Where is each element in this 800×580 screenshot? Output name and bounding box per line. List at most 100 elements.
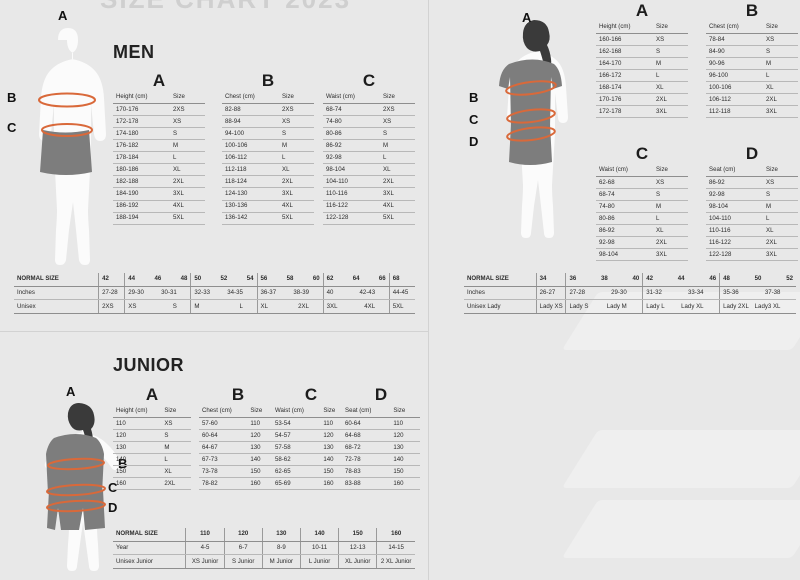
table-row: 172-178 XS	[113, 115, 205, 129]
table-row: 150 XL	[113, 465, 191, 479]
normal-size-value: 60	[312, 275, 320, 283]
vertical-divider	[428, 0, 429, 580]
cropped-page-title: SIZE CHART 2023	[100, 0, 351, 15]
table-cell: 5XL	[170, 212, 205, 225]
table-cell: 54-57	[272, 429, 321, 443]
normal-size-value: M	[194, 302, 200, 310]
col-header: Waist (cm)	[272, 405, 321, 418]
table-row: 68-72 130	[342, 441, 420, 455]
col-header: Size	[390, 405, 420, 418]
table-row: 122-128 5XL	[323, 212, 415, 225]
table-cell: 112-118	[222, 163, 280, 177]
table-row: 57-58 130	[272, 441, 350, 455]
table-row: 98-104 XL	[323, 163, 415, 177]
table-cell: 122-128	[706, 248, 764, 262]
normal-size-cell: XS S	[124, 299, 192, 315]
table-cell: XS	[161, 417, 191, 431]
female-figure: A B C D	[469, 10, 582, 272]
table-cell: XL	[161, 465, 191, 479]
normal-size-value: 46	[709, 275, 717, 283]
normal-size-row: NORMAL SIZE 42 44 46 48 50 52 54 56 58 60 62 64 66 68	[14, 273, 415, 287]
normal-size-row-label: NORMAL SIZE	[113, 528, 187, 542]
normal-size-value: L	[239, 302, 243, 310]
normal-size-cell: 32-33 34-35	[190, 286, 258, 301]
normal-size-cell: L Junior	[300, 554, 340, 570]
normal-size-cell: 36-37 38-39	[257, 286, 324, 301]
junior-table-a-grid: Height (cm) Size 110 XS 120 S 130 M 140 L 150 XL 1…	[113, 405, 191, 491]
normal-size-value: 58	[286, 275, 294, 283]
table-cell: 3XL	[170, 187, 205, 201]
normal-size-value: 33-34	[687, 288, 704, 296]
table-cell: 164-170	[596, 57, 654, 71]
table-cell: M	[653, 57, 688, 71]
normal-size-cell: 150	[338, 528, 378, 542]
normal-size-value: 44	[677, 275, 685, 283]
table-cell: 67-73	[199, 453, 248, 467]
table-cell: 60-64	[199, 429, 248, 443]
figure-label-d: D	[469, 134, 479, 149]
normal-size-cell: 40 42-43	[323, 286, 390, 301]
men-table-b-grid: Chest (cm) Size 82-88 2XS 88-94 XS 94-100 S 10…	[222, 91, 314, 225]
table-row: 110-116 3XL	[323, 187, 415, 201]
table-row: 140 L	[113, 453, 191, 467]
table-cell: 136-142	[222, 212, 280, 225]
table-cell: 150	[247, 465, 277, 479]
normal-size-cell: 42 44 46	[642, 273, 721, 287]
table-cell: 3XL	[763, 248, 798, 262]
table-cell: 188-194	[113, 212, 171, 225]
table-cell: 3XL	[380, 187, 415, 201]
table-cell: 104-110	[706, 212, 764, 226]
table-row: 65-69 160	[272, 477, 350, 491]
table-cell: S	[161, 429, 191, 443]
table-cell: XS	[279, 115, 314, 129]
normal-size-value: 2XL	[298, 302, 309, 310]
table-cell: 178-184	[113, 151, 171, 165]
table-cell: 78-84	[706, 33, 764, 47]
normal-size-value: 50	[194, 275, 202, 283]
table-cell: 160	[113, 477, 162, 491]
normal-size-value: 36-37	[260, 288, 277, 296]
table-cell: 100-106	[706, 81, 764, 95]
table-row: 176-182 M	[113, 139, 205, 153]
men-table-b: B Chest (cm) Size 82-88 2XS 88-94 XS 94-100 S…	[222, 72, 314, 225]
normal-size-value: 44	[128, 275, 136, 283]
normal-size-value: 27-28	[569, 288, 586, 296]
col-header: Size	[763, 164, 798, 177]
table-cell: 74-80	[596, 200, 654, 214]
normal-size-value: Lady M	[606, 302, 627, 310]
table-row: 166-172 L	[596, 69, 688, 83]
table-row: 74-80 XS	[323, 115, 415, 129]
table-cell: L	[763, 212, 798, 226]
normal-size-cell: 4-5	[185, 541, 225, 556]
table-cell: 80-86	[596, 212, 654, 226]
table-cell: M	[653, 200, 688, 214]
table-cell: 2XS	[380, 103, 415, 117]
normal-size-grid: NORMAL SIZE 110 120 130 140 150 160 Year 4-5 6-7 8…	[113, 528, 415, 570]
col-header: Chest (cm)	[222, 91, 280, 104]
table-cell: XL	[653, 81, 688, 95]
table-cell: 92-98	[706, 188, 764, 202]
table-row: 83-88 160	[342, 477, 420, 491]
col-header: Waist (cm)	[323, 91, 381, 104]
normal-size-value: 62	[326, 275, 334, 283]
table-row: 64-68 120	[342, 429, 420, 443]
table-row: 178-184 L	[113, 151, 205, 165]
men-table-c-caption: C	[362, 71, 376, 90]
table-cell: 2XS	[170, 103, 205, 117]
table-cell: 88-94	[222, 115, 280, 129]
table-cell: S	[763, 188, 798, 202]
table-row: 180-186 XL	[113, 163, 205, 177]
table-cell: 98-104	[706, 200, 764, 214]
col-header: Size	[279, 91, 314, 104]
table-cell: 83-88	[342, 477, 391, 491]
table-cell: L	[380, 151, 415, 165]
normal-size-row-label: Year	[113, 541, 187, 556]
table-row: 62-65 150	[272, 465, 350, 479]
normal-size-grid: NORMAL SIZE 34 36 38 40 42 44 46 48 50 52 Inches 26-…	[464, 273, 796, 315]
table-row: 112-118 XL	[222, 163, 314, 177]
table-cell: 106-112	[706, 93, 764, 107]
table-cell: 3XL	[763, 105, 798, 119]
normal-size-cell: 48 50 52	[719, 273, 796, 287]
normal-size-cell: 8-9	[262, 541, 301, 556]
table-row: 78-82 160	[199, 477, 277, 491]
